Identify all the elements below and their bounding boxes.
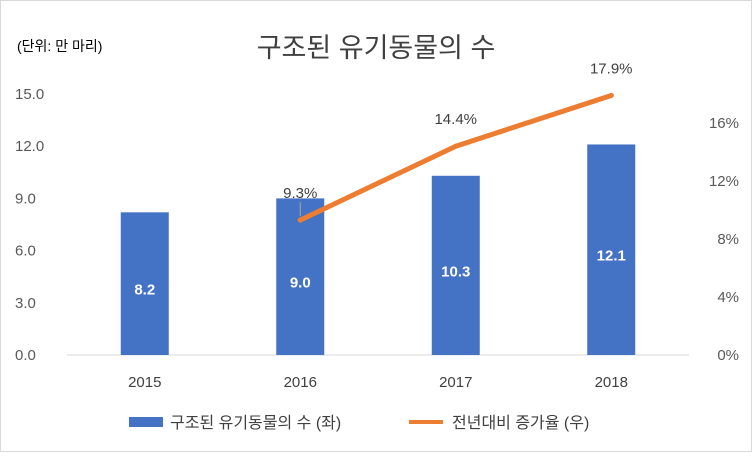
bar-data-label: 9.0: [290, 275, 311, 292]
bar: [587, 144, 636, 355]
x-axis-tick-label: 2016: [284, 374, 317, 391]
line-series: 9.3% 14.4% 17.9%: [283, 60, 633, 223]
right-axis-tick-label: 4%: [717, 289, 739, 306]
line-data-label: 14.4%: [434, 111, 477, 128]
left-axis-tick-label: 15.0: [15, 86, 44, 103]
left-axis: 0.0 3.0 6.0 9.0 12.0 15.0: [15, 86, 44, 364]
bar-data-label: 10.3: [441, 263, 470, 280]
x-axis-tick-label: 2015: [128, 374, 161, 391]
unit-label: (단위: 만 마리): [17, 38, 102, 54]
x-axis: 2015 2016 2017 2018: [67, 354, 689, 391]
line-point: [297, 217, 303, 223]
right-axis-tick-label: 8%: [717, 231, 739, 248]
bar-data-label: 8.2: [134, 282, 155, 299]
right-axis-tick-label: 0%: [717, 347, 739, 364]
legend-swatch-bar: [129, 417, 163, 427]
right-axis: 0% 4% 8% 12% 16%: [709, 115, 739, 364]
x-axis-tick-label: 2018: [595, 374, 628, 391]
line-data-label: 17.9%: [590, 60, 633, 77]
left-axis-tick-label: 9.0: [15, 190, 36, 207]
bar: [120, 212, 169, 355]
bar-series: 8.2 9.0 10.3 12.1: [120, 144, 636, 355]
line-point: [453, 143, 459, 149]
legend: 구조된 유기동물의 수 (좌) 전년대비 증가율 (우): [129, 414, 589, 432]
left-axis-tick-label: 12.0: [15, 138, 44, 155]
legend-label-bar: 구조된 유기동물의 수 (좌): [170, 414, 341, 432]
line-data-label: 9.3%: [283, 185, 317, 202]
bar: [431, 175, 480, 355]
right-axis-tick-label: 12%: [709, 173, 739, 190]
left-axis-tick-label: 3.0: [15, 295, 36, 312]
bar-data-label: 12.1: [597, 248, 626, 265]
right-axis-tick-label: 16%: [709, 115, 739, 132]
left-axis-tick-label: 0.0: [15, 347, 36, 364]
chart-title: 구조된 유기동물의 수: [257, 33, 496, 63]
bar: [276, 198, 325, 355]
left-axis-tick-label: 6.0: [15, 243, 36, 260]
line-point: [608, 92, 614, 98]
x-axis-tick-label: 2017: [439, 374, 472, 391]
legend-label-line: 전년대비 증가율 (우): [452, 414, 589, 432]
